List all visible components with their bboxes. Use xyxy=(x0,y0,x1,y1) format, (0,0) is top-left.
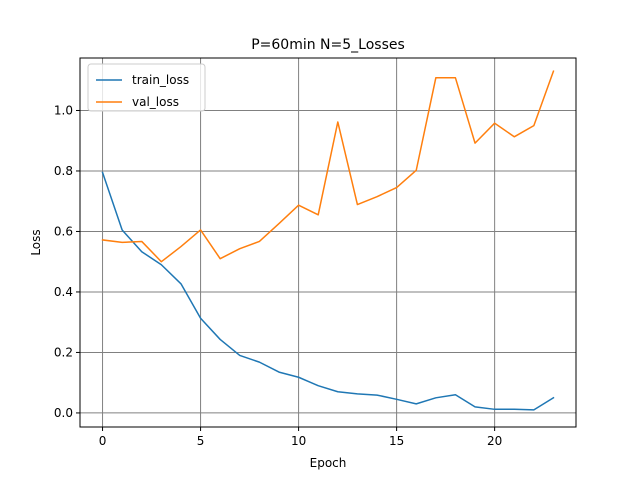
data-point-val-loss xyxy=(474,142,477,145)
x-tick-label: 10 xyxy=(291,434,306,448)
series-layer xyxy=(101,70,555,411)
x-tick-label: 20 xyxy=(487,434,502,448)
x-tick-label: 15 xyxy=(389,434,404,448)
plot-area xyxy=(80,58,576,427)
data-point-train-loss xyxy=(552,396,555,399)
legend-box xyxy=(87,63,206,112)
data-point-val-loss xyxy=(532,124,535,127)
data-point-val-loss xyxy=(415,169,418,172)
x-axis-label: Epoch xyxy=(310,456,347,470)
data-point-val-loss xyxy=(121,241,124,244)
data-point-train-loss xyxy=(140,250,143,253)
data-point-train-loss xyxy=(179,282,182,285)
data-point-train-loss xyxy=(160,263,163,266)
data-point-val-loss xyxy=(317,213,320,216)
legend-label-val-loss: val_loss xyxy=(132,95,179,109)
x-tick-label: 0 xyxy=(99,434,107,448)
data-point-val-loss xyxy=(258,240,261,243)
data-point-train-loss xyxy=(258,361,261,364)
data-point-val-loss xyxy=(140,240,143,243)
y-tick-label: 0.0 xyxy=(54,406,73,420)
data-point-train-loss xyxy=(101,171,104,174)
data-point-train-loss xyxy=(434,396,437,399)
data-point-val-loss xyxy=(199,228,202,231)
data-point-train-loss xyxy=(493,408,496,411)
data-point-val-loss xyxy=(101,238,104,241)
data-point-val-loss xyxy=(434,76,437,79)
chart-title: P=60min N=5_Losses xyxy=(251,37,405,53)
data-point-train-loss xyxy=(376,394,379,397)
data-point-val-loss xyxy=(376,195,379,198)
series-line-val-loss xyxy=(101,70,555,263)
data-point-val-loss xyxy=(160,260,163,263)
data-point-val-loss xyxy=(277,222,280,225)
data-point-val-loss xyxy=(493,122,496,125)
data-point-train-loss xyxy=(121,228,124,231)
x-tick-label: 5 xyxy=(197,434,205,448)
data-point-train-loss xyxy=(395,398,398,401)
legend-label-train-loss: train_loss xyxy=(132,73,189,87)
data-point-train-loss xyxy=(297,376,300,379)
y-tick-label: 0.8 xyxy=(54,164,73,178)
data-point-train-loss xyxy=(454,393,457,396)
data-point-train-loss xyxy=(219,338,222,341)
data-point-val-loss xyxy=(513,135,516,138)
y-axis-label: Loss xyxy=(29,229,43,255)
data-point-val-loss xyxy=(552,70,555,73)
data-point-train-loss xyxy=(238,354,241,357)
data-point-val-loss xyxy=(395,186,398,189)
data-point-train-loss xyxy=(474,405,477,408)
y-tick-label: 1.0 xyxy=(54,103,73,117)
y-tick-label: 0.6 xyxy=(54,224,73,238)
data-point-train-loss xyxy=(356,392,359,395)
ticks: 0 5 10 15 20 0.0 0.2 0.4 0.6 0.8 1.0 xyxy=(54,103,502,448)
data-point-val-loss xyxy=(179,245,182,248)
data-point-train-loss xyxy=(336,390,339,393)
y-tick-label: 0.2 xyxy=(54,345,73,359)
data-point-val-loss xyxy=(336,120,339,123)
data-point-val-loss xyxy=(238,247,241,250)
data-point-train-loss xyxy=(199,317,202,320)
legend: train_loss val_loss xyxy=(87,63,206,112)
data-point-val-loss xyxy=(297,204,300,207)
series-line-train-loss xyxy=(101,171,555,411)
data-point-train-loss xyxy=(415,402,418,405)
data-point-val-loss xyxy=(219,257,222,260)
plot-frame xyxy=(79,57,577,428)
y-tick-label: 0.4 xyxy=(54,285,73,299)
data-point-train-loss xyxy=(317,384,320,387)
data-point-val-loss xyxy=(356,203,359,206)
data-point-train-loss xyxy=(532,408,535,411)
data-point-train-loss xyxy=(277,371,280,374)
data-point-train-loss xyxy=(513,408,516,411)
data-point-val-loss xyxy=(454,76,457,79)
